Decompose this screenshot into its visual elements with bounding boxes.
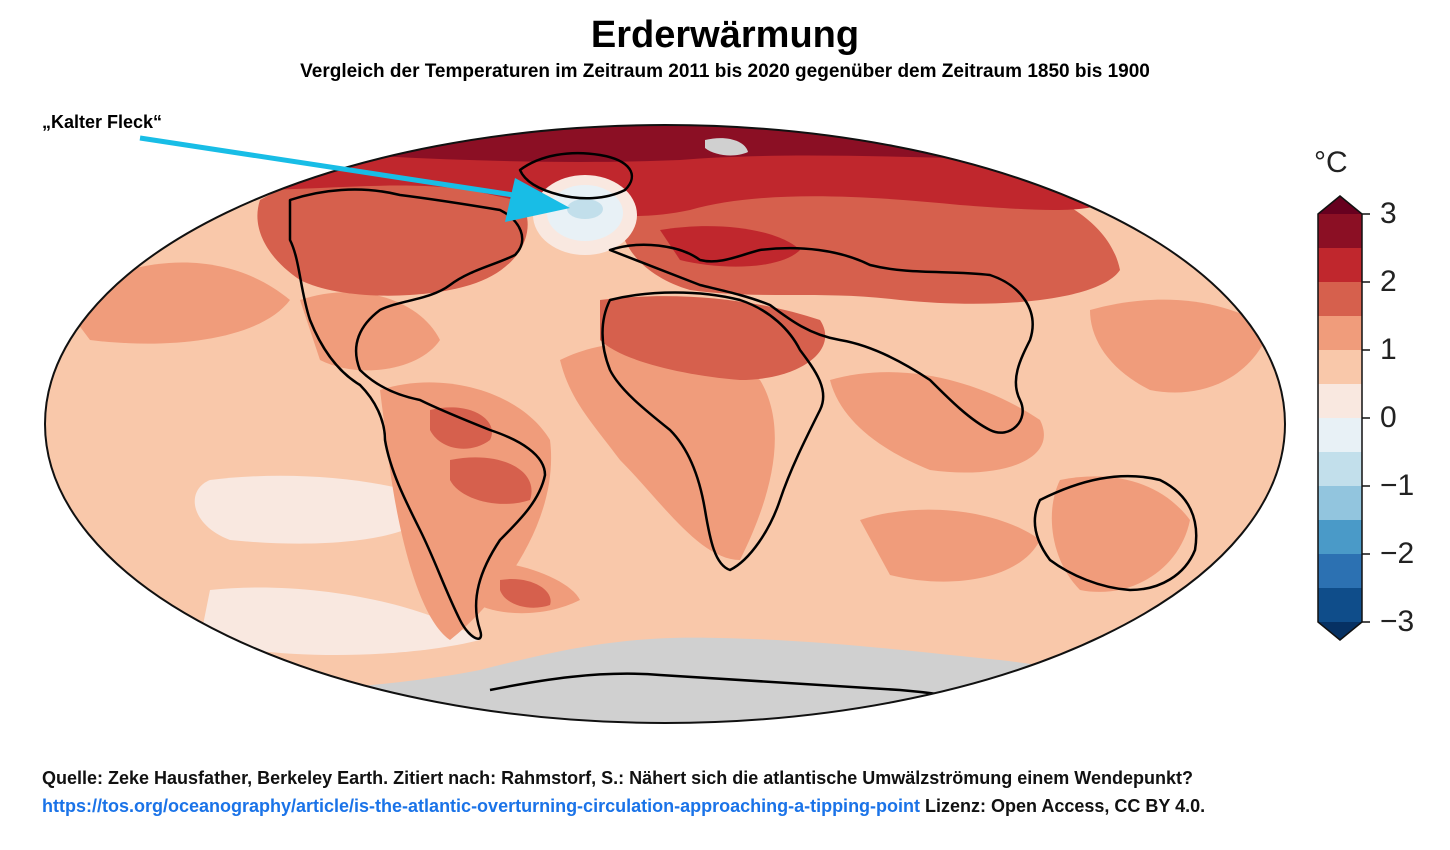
indian-ocean-patch	[830, 372, 1044, 473]
arrow-head	[505, 178, 570, 222]
greenland-outline	[518, 151, 634, 200]
colorbar-tick: 1	[1380, 333, 1397, 366]
arrow-shaft	[139, 135, 521, 199]
license-text: Lizenz: Open Access, CC BY 4.0.	[920, 796, 1206, 816]
colorbar-tick: −3	[1380, 605, 1415, 638]
australia-patch	[1051, 476, 1190, 592]
colorbar-tick: 2	[1380, 265, 1397, 298]
coastlines	[288, 151, 1198, 717]
australia-outline	[1033, 474, 1198, 592]
colorbar-tick: −2	[1380, 537, 1415, 570]
cold-spot-arrow	[139, 135, 570, 222]
south-indian-patch	[860, 509, 1040, 582]
eurasia-outline	[608, 243, 1034, 434]
colorbar	[1317, 195, 1370, 641]
colorbar-bottom-arrow	[1318, 622, 1362, 640]
west-pacific-patch	[1090, 299, 1270, 393]
page-title: Erderwärmung	[590, 14, 860, 56]
sahara-middle-east-warm	[600, 296, 826, 380]
temperature-field	[45, 125, 1285, 723]
south-pacific-light-band	[200, 587, 480, 655]
colorbar-tick: 3	[1380, 197, 1397, 230]
africa-outline	[601, 291, 825, 572]
antarctica-no-data	[45, 637, 1285, 723]
north-america-south-patch	[300, 292, 440, 371]
source-link[interactable]: https://tos.org/oceanography/article/is-…	[42, 796, 921, 816]
pacific-light-band	[194, 475, 440, 544]
source-citation: Quelle: Zeke Hausfather, Berkeley Earth.…	[42, 768, 1193, 788]
colorbar-tick: −1	[1380, 469, 1415, 502]
colorbar-tick: 0	[1380, 401, 1397, 434]
page-subtitle: Vergleich der Temperaturen im Zeitraum 2…	[300, 61, 1150, 82]
amazon-warm	[430, 407, 492, 449]
svalbard-no-data	[705, 138, 748, 156]
colorbar-top-arrow	[1318, 196, 1362, 214]
arctic-extreme-warming	[280, 125, 1080, 162]
license-line: https://tos.org/oceanography/article/is-…	[42, 796, 1205, 817]
brazil-warm	[450, 457, 532, 504]
globe-border	[44, 124, 1286, 724]
africa-patch	[560, 342, 775, 560]
colorbar-unit: °C	[1314, 146, 1348, 179]
argentina-warm	[500, 579, 551, 608]
cold-spot-label: „Kalter Fleck“	[42, 112, 163, 132]
americas-outline	[288, 188, 547, 640]
cold-spot-core	[567, 199, 603, 219]
